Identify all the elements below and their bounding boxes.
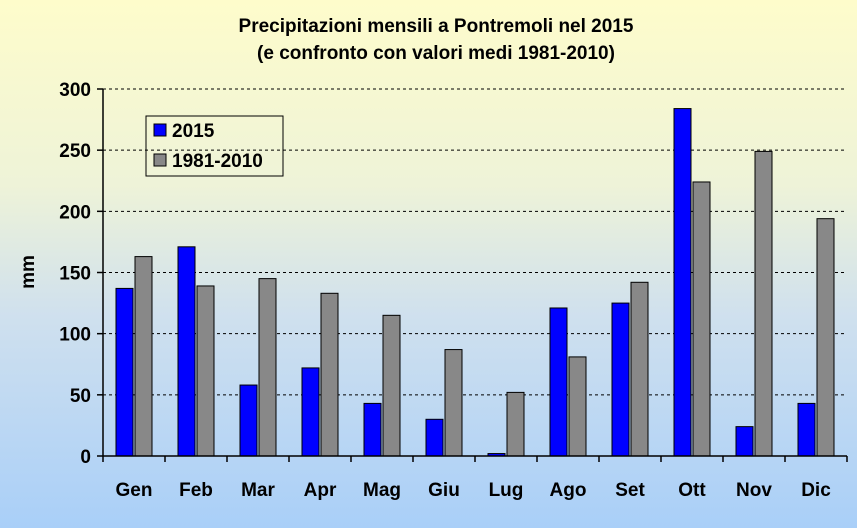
x-tick-label-Mag: Mag <box>363 480 401 501</box>
legend-label-1981-2010: 1981-2010 <box>172 151 263 172</box>
y-tick-label: 250 <box>59 141 91 162</box>
x-tick-label-Lug: Lug <box>489 480 524 501</box>
bar-2015-Ott <box>673 108 692 457</box>
y-axis-label: mm <box>18 255 39 289</box>
bar-2015-Dic <box>797 402 816 457</box>
legend: 2015 1981-2010 <box>145 115 284 177</box>
bar-1981-2010-Dic <box>816 218 835 457</box>
legend-swatch-1981-2010 <box>153 153 167 167</box>
bar-2015-Giu <box>425 418 444 457</box>
legend-label-2015: 2015 <box>172 121 215 142</box>
bar-2015-Ago <box>549 307 568 457</box>
x-tick-label-Set: Set <box>615 480 645 501</box>
bar-1981-2010-Nov <box>754 150 773 457</box>
legend-swatch-2015 <box>153 123 167 137</box>
chart-title: Precipitazioni mensili a Pontremoli nel … <box>239 16 634 37</box>
bar-1981-2010-Ott <box>692 181 711 457</box>
bar-2015-Nov <box>735 426 754 457</box>
bar-1981-2010-Ago <box>568 356 587 457</box>
legend-box <box>145 115 284 177</box>
bar-1981-2010-Mag <box>382 314 401 457</box>
x-tick-label-Apr: Apr <box>304 480 337 501</box>
bar-2015-Set <box>611 302 630 457</box>
bar-1981-2010-Set <box>630 281 649 457</box>
bars <box>115 108 835 457</box>
x-tick-label-Nov: Nov <box>736 480 772 501</box>
bar-2015-Mar <box>239 384 258 457</box>
bar-1981-2010-Giu <box>444 349 463 457</box>
y-tick-labels: 0 50 100 150 200 250 300 <box>59 80 91 468</box>
bar-1981-2010-Feb <box>196 285 215 457</box>
y-tick-label: 200 <box>59 202 91 223</box>
bar-1981-2010-Gen <box>134 256 153 457</box>
x-tick-label-Ott: Ott <box>678 480 706 501</box>
x-tick-labels: Gen Feb Mar Apr Mag Giu Lug Ago Set Ott Nov Dic <box>116 480 832 501</box>
y-tick-label: 100 <box>59 325 91 346</box>
y-tick-label: 0 <box>80 447 91 468</box>
bar-2015-Mag <box>363 402 382 457</box>
bar-2015-Gen <box>115 287 134 457</box>
bar-1981-2010-Apr <box>320 292 339 457</box>
y-tick-label: 150 <box>59 264 91 285</box>
bar-1981-2010-Lug <box>506 391 525 457</box>
x-tick-label-Dic: Dic <box>801 480 831 501</box>
x-tick-label-Mar: Mar <box>241 480 275 501</box>
y-tick-label: 300 <box>59 80 91 101</box>
chart-subtitle: (e confronto con valori medi 1981-2010) <box>257 43 615 64</box>
x-tick-label-Feb: Feb <box>179 480 213 501</box>
axes <box>97 88 848 462</box>
x-tick-label-Ago: Ago <box>550 480 587 501</box>
gridlines <box>103 88 847 396</box>
y-tick-label: 50 <box>70 386 91 407</box>
bar-1981-2010-Mar <box>258 278 277 457</box>
bar-2015-Feb <box>177 246 196 457</box>
x-tick-label-Giu: Giu <box>428 480 460 501</box>
x-tick-label-Gen: Gen <box>116 480 153 501</box>
bar-2015-Apr <box>301 367 320 457</box>
